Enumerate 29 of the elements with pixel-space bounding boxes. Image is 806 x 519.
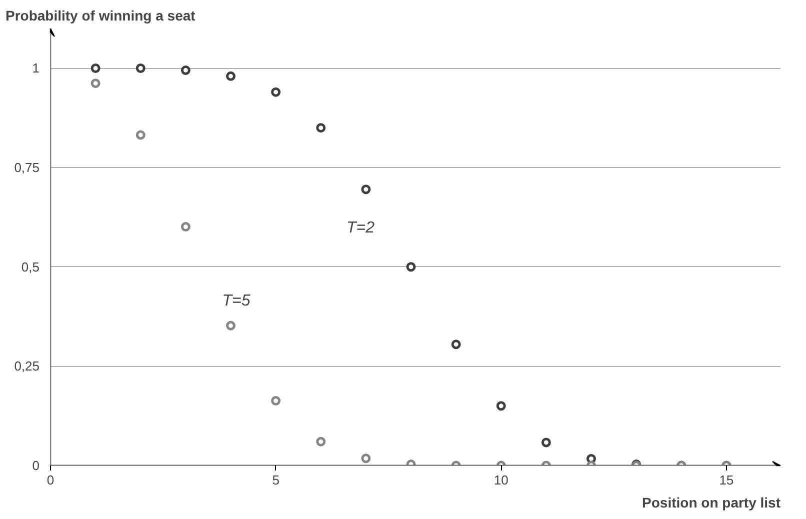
x-tick-label: 5 (272, 472, 280, 488)
point (361, 184, 371, 194)
point (136, 130, 146, 140)
y-tick-label: 0,5 (21, 259, 40, 274)
point (90, 78, 100, 88)
point (316, 123, 326, 133)
point (496, 401, 506, 411)
x-tick-label: 10 (494, 472, 508, 488)
point (451, 340, 461, 350)
x-tick-label: 0 (46, 472, 54, 488)
point (226, 71, 236, 81)
point (136, 63, 146, 73)
point (271, 87, 281, 97)
x-tick-label: 15 (719, 472, 734, 488)
x-axis-title: Position on party list (642, 494, 781, 510)
point (226, 320, 236, 330)
y-tick-label: 0,75 (14, 160, 40, 176)
point (316, 436, 326, 446)
series-label: T=2 (346, 220, 375, 237)
y-axis-title: Probability of winning a seat (6, 8, 196, 24)
point (180, 65, 190, 75)
point (271, 396, 281, 406)
y-tick-label: 0 (32, 458, 40, 473)
y-tick-label: 1 (32, 60, 40, 76)
y-tick-label: 0,25 (14, 358, 40, 374)
point (406, 262, 416, 272)
point (180, 222, 190, 232)
series-label: T=5 (222, 292, 250, 310)
point (90, 63, 100, 73)
